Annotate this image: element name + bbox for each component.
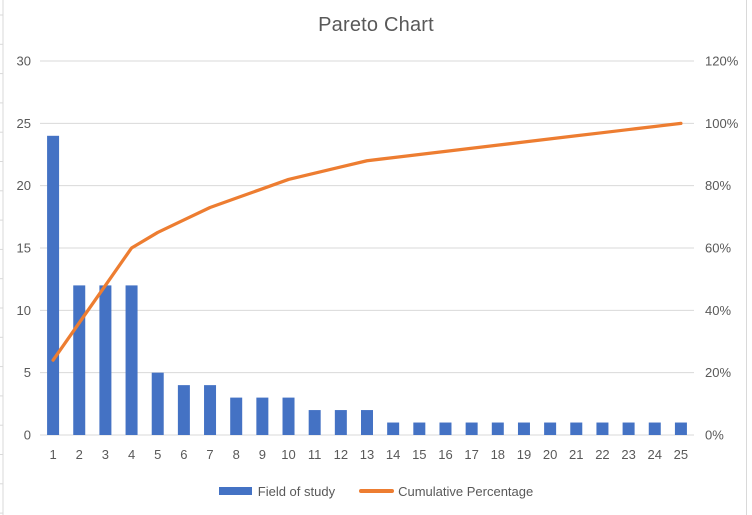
bar[interactable] — [230, 397, 243, 435]
bar[interactable] — [99, 285, 112, 435]
bar[interactable] — [517, 422, 530, 435]
x-axis-tick-label: 10 — [281, 447, 295, 462]
x-axis-tick-label: 6 — [180, 447, 187, 462]
bar[interactable] — [622, 422, 635, 435]
bar[interactable] — [387, 422, 400, 435]
bar[interactable] — [465, 422, 478, 435]
x-axis-tick-label: 1 — [49, 447, 56, 462]
x-axis-tick-label: 2 — [76, 447, 83, 462]
legend: Field of study Cumulative Percentage — [0, 480, 752, 502]
legend-item-field-of-study[interactable]: Field of study — [218, 483, 336, 499]
x-axis-tick-label: 9 — [259, 447, 266, 462]
bar[interactable] — [177, 385, 190, 435]
x-axis-tick-label: 4 — [128, 447, 135, 462]
bar[interactable] — [73, 285, 86, 435]
bar[interactable] — [125, 285, 138, 435]
x-axis-tick-label: 18 — [491, 447, 505, 462]
x-axis-tick-label: 25 — [674, 447, 688, 462]
bar[interactable] — [491, 422, 504, 435]
x-axis-tick-label: 16 — [438, 447, 452, 462]
left-axis-tick-label: 5 — [24, 365, 31, 380]
left-axis-tick-label: 10 — [17, 303, 31, 318]
bar[interactable] — [439, 422, 452, 435]
x-axis-tick-label: 24 — [648, 447, 662, 462]
x-axis-tick-label: 7 — [206, 447, 213, 462]
x-axis-tick-label: 15 — [412, 447, 426, 462]
legend-item-cumulative-percentage[interactable]: Cumulative Percentage — [359, 484, 533, 499]
x-axis-tick-label: 20 — [543, 447, 557, 462]
x-axis-tick-label: 12 — [334, 447, 348, 462]
x-axis-tick-label: 22 — [595, 447, 609, 462]
bar[interactable] — [361, 410, 373, 435]
bar[interactable] — [204, 385, 217, 435]
line-series-swatch-icon — [359, 489, 395, 493]
bar[interactable] — [334, 410, 347, 435]
right-axis-tick-label: 20% — [705, 365, 731, 380]
bar[interactable] — [648, 422, 661, 435]
chart-title[interactable]: Pareto Chart — [318, 14, 434, 36]
right-axis-tick-label: 0% — [705, 428, 724, 443]
bar[interactable] — [47, 135, 60, 436]
bar-series-swatch-icon — [218, 487, 252, 495]
right-axis-tick-label: 60% — [705, 241, 731, 256]
bar[interactable] — [282, 397, 295, 435]
legend-label: Cumulative Percentage — [398, 483, 534, 499]
cumulative-percentage-line[interactable] — [51, 121, 683, 362]
x-axis-tick-label: 11 — [308, 447, 322, 462]
left-axis-tick-label: 15 — [17, 241, 31, 256]
right-axis-tick-label: 120% — [705, 54, 739, 69]
left-axis-tick-label: 25 — [17, 116, 31, 131]
bar[interactable] — [674, 422, 687, 435]
bar[interactable] — [570, 422, 583, 435]
bar[interactable] — [308, 410, 321, 435]
left-axis-tick-label: 0 — [24, 428, 31, 443]
legend-label: Field of study — [257, 483, 336, 499]
right-axis-tick-label: 40% — [705, 303, 731, 318]
x-axis-tick-label: 3 — [102, 447, 109, 462]
x-axis-tick-label: 13 — [360, 447, 374, 462]
right-axis-tick-label: 80% — [705, 178, 731, 193]
bar[interactable] — [596, 422, 609, 435]
left-axis-tick-label: 20 — [17, 178, 31, 193]
x-axis-tick-label: 17 — [464, 447, 478, 462]
x-axis-tick-label: 19 — [517, 447, 531, 462]
x-axis-tick-label: 5 — [154, 447, 161, 462]
x-axis-tick-label: 21 — [569, 447, 583, 462]
bar[interactable] — [413, 422, 426, 435]
right-axis-tick-label: 100% — [705, 116, 739, 131]
left-axis-tick-label: 30 — [17, 54, 31, 69]
bar[interactable] — [151, 372, 164, 435]
bar[interactable] — [256, 397, 269, 435]
x-axis-tick-label: 8 — [233, 447, 240, 462]
x-axis-tick-label: 23 — [621, 447, 635, 462]
x-axis-tick-label: 14 — [386, 447, 400, 462]
bar[interactable] — [544, 422, 557, 435]
